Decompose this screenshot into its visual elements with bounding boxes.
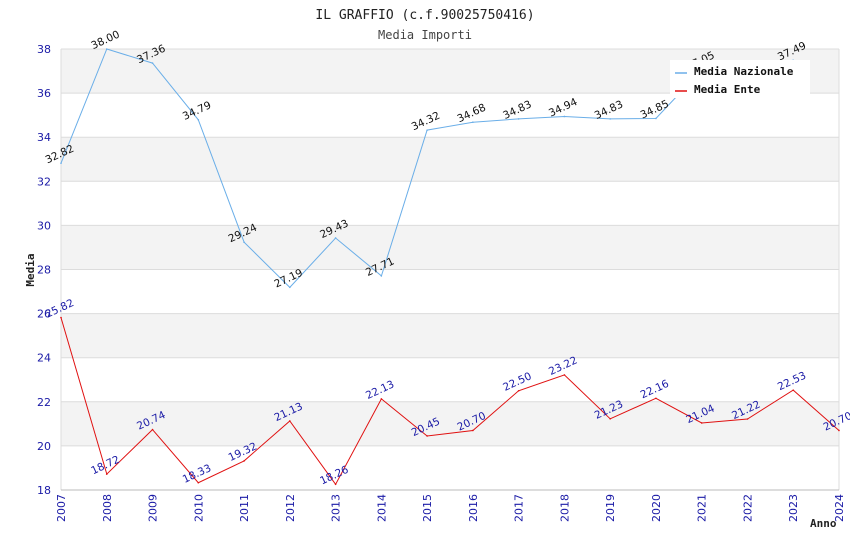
data-point [197,118,200,121]
data-point [517,389,520,392]
x-tick-label: 2018 [558,494,571,522]
data-point [792,389,795,391]
data-point [838,429,840,432]
y-tick-label: 18 [37,484,51,497]
data-point [60,162,62,165]
chart-subtitle: Media Importi [378,28,472,42]
x-tick-label: 2024 [833,494,846,522]
legend-entry-media-nazionale: Media Nazionale [694,65,794,78]
y-tick-label: 26 [37,308,51,321]
x-tick-label: 2017 [513,494,526,522]
x-axis-ticks: 2007 2008 2009 2010 2011 2012 2013 2014 2015 2016… [55,494,846,522]
data-point [472,121,474,124]
data-point [700,422,703,424]
x-tick-label: 2007 [55,494,68,522]
y-tick-label: 20 [37,440,51,453]
data-point [563,374,566,376]
data-point [426,129,428,131]
data-point [655,117,657,120]
data-point [609,118,611,120]
x-tick-label: 2015 [421,494,434,522]
x-tick-label: 2020 [650,494,663,522]
plot-band [61,269,839,314]
plot-background-bands [61,49,839,490]
plot-band [61,313,839,358]
legend-entry-media-ente: Media Ente [694,83,761,96]
y-tick-label: 32 [37,175,51,188]
data-point [517,118,520,120]
data-point [151,62,154,64]
plot-band [61,181,839,226]
y-tick-label: 28 [37,264,51,277]
y-tick-label: 38 [37,43,51,56]
x-tick-label: 2014 [375,494,388,522]
series-line-media-ente [60,317,840,486]
x-tick-label: 2021 [696,494,709,522]
y-tick-label: 30 [37,219,51,232]
x-tick-label: 2009 [147,494,160,522]
gridlines [60,48,840,491]
data-point [243,241,245,243]
data-point [60,316,62,319]
y-axis-ticks: 18 20 22 24 26 28 30 32 34 36 38 [37,43,51,497]
x-tick-label: 2011 [238,494,251,522]
data-point [289,286,291,289]
plot-band [61,137,839,182]
data-point [609,417,611,420]
x-tick-label: 2012 [284,494,297,522]
data-point [472,429,474,432]
x-tick-label: 2023 [787,494,800,522]
y-axis-label: Media [24,253,37,286]
data-point [426,435,428,437]
y-tick-label: 34 [37,131,51,144]
data-point [334,483,337,486]
data-point [105,473,108,475]
data-point [334,237,337,239]
x-axis-label: Anno [810,517,837,530]
x-tick-label: 2016 [467,494,480,522]
x-tick-label: 2022 [741,494,754,522]
chart-title: IL GRAFFIO (c.f.90025750416) [315,8,534,23]
x-tick-label: 2010 [192,494,205,522]
plot-band [61,225,839,270]
data-point [655,397,657,400]
y-tick-label: 24 [37,352,51,365]
data-point [243,460,245,462]
data-point [746,418,749,420]
x-tick-label: 2008 [101,494,114,522]
data-point [563,115,566,118]
legend-background [670,60,810,98]
data-point [197,481,200,484]
data-point [380,398,383,400]
plot-band [61,93,839,138]
plot-band [61,357,839,402]
plot-band [61,401,839,446]
data-point [105,48,108,50]
data-point [380,275,383,277]
x-tick-label: 2019 [604,494,617,522]
data-point [151,428,154,431]
legend: Media Nazionale Media Ente [670,60,810,98]
x-tick-label: 2013 [330,494,343,522]
y-tick-label: 22 [37,396,51,409]
y-tick-label: 36 [37,87,51,100]
data-point [289,420,291,422]
plot-band [61,445,839,490]
